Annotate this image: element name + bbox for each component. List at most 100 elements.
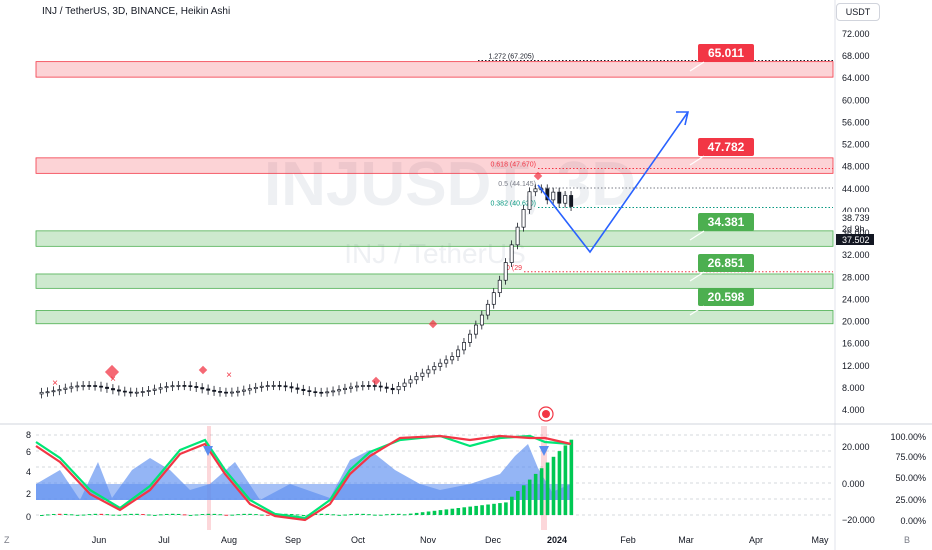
level-badge <box>698 44 754 62</box>
osc-histogram-bar <box>236 514 240 516</box>
candle-body <box>140 391 145 393</box>
osc-histogram-bar <box>295 514 300 516</box>
osc-highlight <box>207 426 211 530</box>
osc-histogram-bar <box>569 439 574 515</box>
candle-body <box>63 387 68 390</box>
time-axis-label: Feb <box>620 535 636 545</box>
osc-histogram-bar <box>361 513 365 515</box>
candle-body <box>533 188 538 193</box>
osc-histogram-bar <box>266 514 270 516</box>
osc-histogram-bar <box>420 512 425 515</box>
osc-histogram-bar <box>319 513 324 515</box>
candle-body <box>319 391 324 394</box>
osc-histogram-bar <box>563 445 568 515</box>
candle-body <box>474 324 478 335</box>
osc-histogram-bar <box>474 505 478 515</box>
osc-right-label: −20.000 <box>842 515 875 525</box>
osc-histogram-bar <box>63 513 68 515</box>
osc-histogram-bar <box>516 491 520 515</box>
projection-line[interactable] <box>537 111 689 254</box>
osc-histogram-bar <box>170 513 175 515</box>
time-axis-label: 2024 <box>547 535 567 545</box>
price-axis-label: 20.000 <box>842 317 870 327</box>
candle-body <box>450 356 455 361</box>
candle-body <box>81 385 86 387</box>
osc-percent-label: 75.00% <box>895 452 926 462</box>
price-axis-label: 36.000 <box>842 228 870 238</box>
cross-marker: × <box>110 374 116 385</box>
price-axis-label: 16.000 <box>842 339 870 349</box>
osc-percent-label: 100.00% <box>890 432 926 442</box>
price-axis-label: 44.000 <box>842 184 870 194</box>
osc-slow-line <box>35 434 572 522</box>
candle-body <box>509 244 514 263</box>
currency-button[interactable]: USDT <box>836 3 880 21</box>
osc-histogram-bar <box>69 514 74 516</box>
candle-body <box>164 386 169 389</box>
fib-label: 0.618 (47.670) <box>490 162 536 169</box>
osc-histogram-bar <box>224 514 229 516</box>
price-axis-label: 12.000 <box>842 361 870 371</box>
current-price-tag <box>836 212 876 223</box>
candle-body <box>527 191 532 210</box>
candle-body <box>45 391 50 394</box>
corner-label-left[interactable]: Z <box>4 535 10 545</box>
corner-label-right[interactable]: B <box>904 535 911 545</box>
time-axis[interactable]: Jun Jul Aug Sep Oct Nov Dec 2024 Feb Mar Apr May <box>92 535 829 545</box>
osc-histogram-bar <box>123 514 127 516</box>
time-axis-label: Sep <box>285 535 301 545</box>
osc-histogram-bar <box>391 513 395 515</box>
osc-histogram-bar <box>301 514 306 516</box>
level-badge-value: 65.011 <box>708 46 744 60</box>
candle-body <box>479 314 484 326</box>
osc-histogram-bar <box>218 514 223 516</box>
candle-body <box>360 385 365 387</box>
osc-histogram-bar <box>147 514 151 516</box>
level-badge-value: 34.381 <box>708 215 745 229</box>
osc-histogram-bar <box>176 513 181 515</box>
symbol-title[interactable]: INJ / TetherUS, 3D, BINANCE, Heikin Ashi <box>42 6 231 17</box>
osc-histogram-bar <box>325 513 330 515</box>
osc-histogram-bar <box>129 513 133 515</box>
watermark-name: INJ / TetherUS <box>344 238 526 269</box>
price-axis[interactable]: 72.000 68.000 64.000 60.000 56.000 52.000 48.0… <box>842 29 870 415</box>
candle-body <box>343 387 348 391</box>
oscillator-pane[interactable]: 8 6 4 2 0 20.000 0.000 −20.000 100.00% 75.00% 50.0… <box>26 426 926 530</box>
osc-histogram-bar <box>200 514 205 516</box>
candle-body <box>313 391 318 394</box>
osc-histogram-bar <box>450 508 455 515</box>
candle-body <box>378 385 383 388</box>
candle-body <box>200 387 205 390</box>
candle-body <box>426 369 431 374</box>
osc-histogram-bar <box>408 513 413 515</box>
price-axis-label: 32.000 <box>842 250 870 260</box>
osc-left-label: 6 <box>26 447 31 457</box>
candle-body <box>105 386 109 389</box>
candle-body <box>194 386 199 388</box>
sell-signal-diamond <box>371 376 381 386</box>
osc-histogram-bar <box>557 451 562 515</box>
candle-body <box>241 389 246 392</box>
candle-body <box>51 390 56 393</box>
level-badge <box>698 138 754 156</box>
osc-histogram-bar <box>504 502 508 515</box>
candle-body <box>462 342 467 351</box>
osc-histogram-bar <box>468 506 472 515</box>
osc-left-label: 2 <box>26 489 31 499</box>
osc-highlight <box>541 426 547 530</box>
candle-body <box>271 385 276 387</box>
candle-body <box>325 391 330 394</box>
candle-body <box>182 385 187 387</box>
zones-layer <box>35 61 834 325</box>
price-axis-label: 56.000 <box>842 117 870 127</box>
osc-histogram-bar <box>426 511 431 515</box>
candle-body <box>557 191 562 204</box>
candle-body <box>69 386 74 389</box>
level-badge-value: 26.851 <box>708 256 745 270</box>
osc-histogram-bar <box>141 514 145 516</box>
candle-body <box>485 303 490 316</box>
bar-countdown: 2d 9h <box>842 224 865 234</box>
candle-body <box>57 389 62 392</box>
price-axis-label: 8.000 <box>842 383 865 393</box>
